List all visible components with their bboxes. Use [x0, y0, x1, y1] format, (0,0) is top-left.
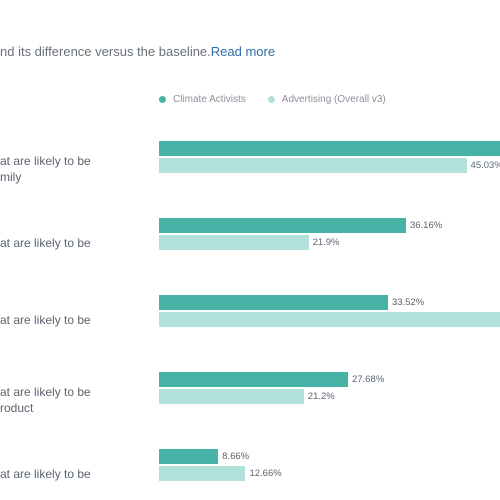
bar-climate-activists[interactable] [159, 141, 500, 156]
category-label: at are likely to be [0, 312, 150, 328]
bar-value-label: 33.52% [391, 297, 425, 308]
category-label-line: mily [0, 170, 22, 184]
read-more-link[interactable]: Read more [210, 44, 276, 59]
legend-label-advertising: Advertising (Overall v3) [281, 94, 386, 105]
bar-value-label: 21.2% [307, 391, 335, 402]
bar-value-label: 21.9% [312, 237, 340, 248]
bar-climate-activists[interactable] [159, 218, 406, 233]
bar-value-label: 36.16% [409, 220, 443, 231]
bar-value-label: 27.68% [352, 374, 385, 385]
intro-description: nd its difference versus the baseline. [0, 44, 211, 59]
bar-climate-activists[interactable] [159, 372, 349, 387]
intro-text: nd its difference versus the baseline.Re… [0, 44, 275, 59]
bar-value-label: 12.66% [249, 468, 282, 479]
category-label-line: at are likely to be [0, 385, 91, 399]
category-label-line: at are likely to be [0, 467, 91, 481]
category-label-line: roduct [0, 401, 34, 415]
legend-dot-climate-activists [159, 96, 166, 103]
bar-value-label: 8.66% [222, 451, 250, 462]
bar-advertising[interactable] [159, 389, 304, 404]
bar-climate-activists[interactable] [159, 449, 219, 464]
bar-advertising[interactable] [159, 158, 467, 173]
category-label: at are likely to be roduct [0, 384, 150, 416]
legend-item-advertising[interactable]: Advertising (Overall v3) [267, 94, 386, 105]
chart-legend: Climate Activists Advertising (Overall v… [159, 94, 386, 105]
legend-item-climate-activists[interactable]: Climate Activists [159, 94, 246, 105]
category-label: at are likely to be [0, 466, 150, 482]
legend-label-climate-activists: Climate Activists [173, 94, 246, 105]
category-label: at are likely to be mily [0, 153, 150, 185]
category-label-line: at are likely to be [0, 313, 91, 327]
category-label-line: at are likely to be [0, 236, 91, 250]
bar-advertising[interactable] [159, 466, 246, 481]
bar-advertising[interactable] [159, 312, 500, 327]
bar-value-label: 45.03% [470, 160, 500, 171]
bar-climate-activists[interactable] [159, 295, 388, 310]
legend-dot-advertising [267, 96, 275, 103]
bar-advertising[interactable] [159, 235, 309, 250]
category-label-line: at are likely to be [0, 154, 91, 168]
category-label: at are likely to be [0, 235, 150, 251]
